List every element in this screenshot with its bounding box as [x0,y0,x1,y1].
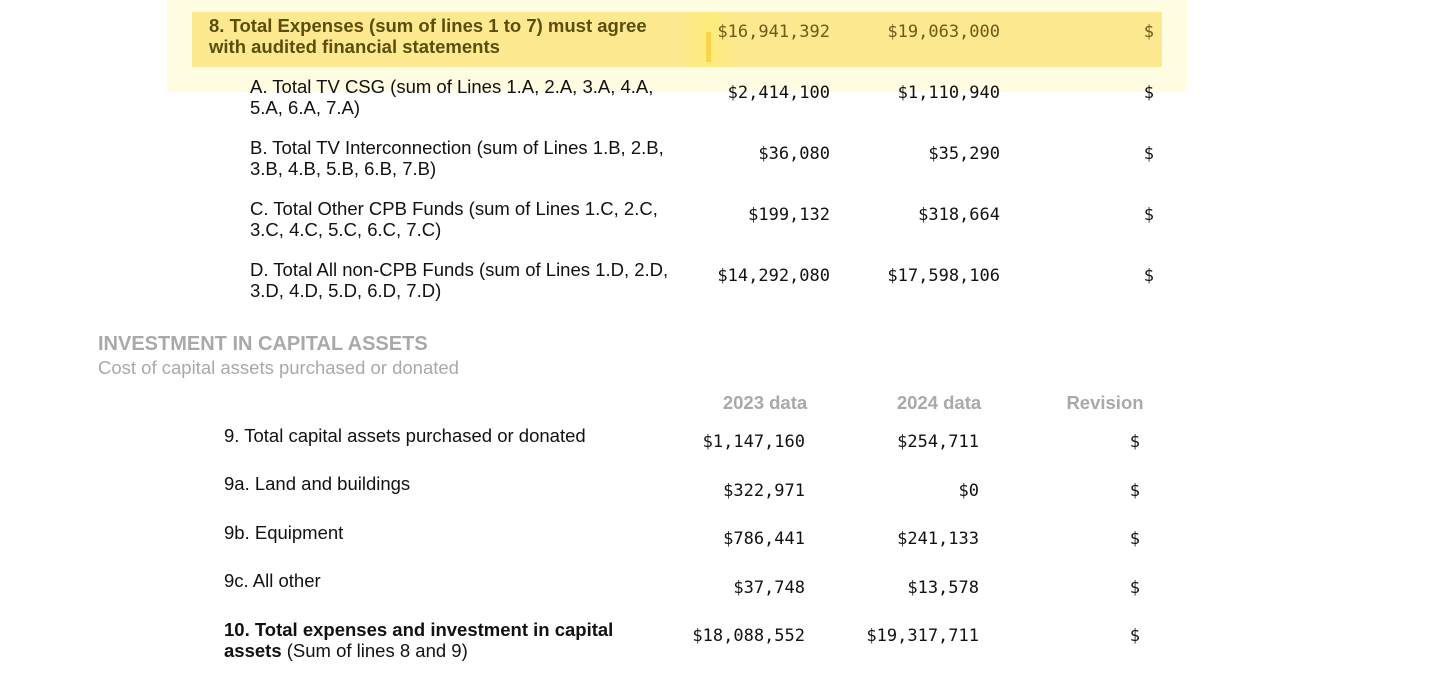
column-header-2023: 2023 data [722,392,808,413]
value-2024: $254,711 [897,432,979,452]
row-label: C. Total Other CPB Funds (sum of Lines 1… [250,198,658,240]
value-2024: $1,110,940 [897,83,1000,103]
value-2023: $18,088,552 [692,626,805,646]
revision-value[interactable]: $ [1129,481,1140,501]
value-2023: $786,441 [723,529,805,549]
row-label: A. Total TV CSG (sum of Lines 1.A, 2.A, … [250,76,654,118]
section-title: INVESTMENT IN CAPITAL ASSETS [98,333,428,355]
row-label: 9c. All other [224,570,321,591]
value-2024: $17,598,106 [887,266,1000,286]
row-label-bold: 10. Total expenses and investment in cap… [224,619,614,661]
revision-value[interactable]: $ [1143,83,1154,103]
revision-value[interactable]: $ [1143,205,1154,225]
column-header-revision: Revision [1066,392,1144,413]
value-2023: $36,080 [758,144,830,164]
value-2024: $19,317,711 [866,626,979,646]
revision-value[interactable]: $ [1129,529,1140,549]
value-2024: $241,133 [897,529,979,549]
revision-value[interactable]: $ [1143,144,1154,164]
revision-value[interactable]: $ [1129,432,1140,452]
row-label: 10. Total expenses and investment in cap… [224,619,614,661]
row-label: 9b. Equipment [224,522,344,543]
text-cursor [706,32,711,62]
value-2024: $0 [958,481,979,501]
section-subtitle: Cost of capital assets purchased or dona… [98,357,459,378]
value-2024: $19,063,000 [887,22,1000,42]
value-2023: $322,971 [723,481,805,501]
value-2024: $13,578 [907,578,979,598]
row-label-note: (Sum of lines 8 and 9) [286,640,468,661]
value-2023: $199,132 [748,205,830,225]
row-label: 9a. Land and buildings [224,473,411,494]
row-label: 8. Total Expenses (sum of lines 1 to 7) … [209,15,647,57]
row-label: D. Total All non-CPB Funds (sum of Lines… [250,259,669,301]
row-highlight [192,12,1162,67]
revision-value[interactable]: $ [1129,578,1140,598]
value-2023: $1,147,160 [702,432,805,452]
value-2023: $2,414,100 [727,83,830,103]
value-2023: $14,292,080 [717,266,830,286]
value-2023: $16,941,392 [717,22,830,42]
value-2023: $37,748 [733,578,805,598]
value-2024: $35,290 [928,144,1000,164]
revision-value[interactable]: $ [1143,266,1154,286]
row-label: B. Total TV Interconnection (sum of Line… [250,137,664,179]
row-label: 9. Total capital assets purchased or don… [224,425,586,446]
column-header-2024: 2024 data [896,392,982,413]
value-2024: $318,664 [918,205,1000,225]
revision-value[interactable]: $ [1129,626,1140,646]
revision-value[interactable]: $ [1143,22,1154,42]
